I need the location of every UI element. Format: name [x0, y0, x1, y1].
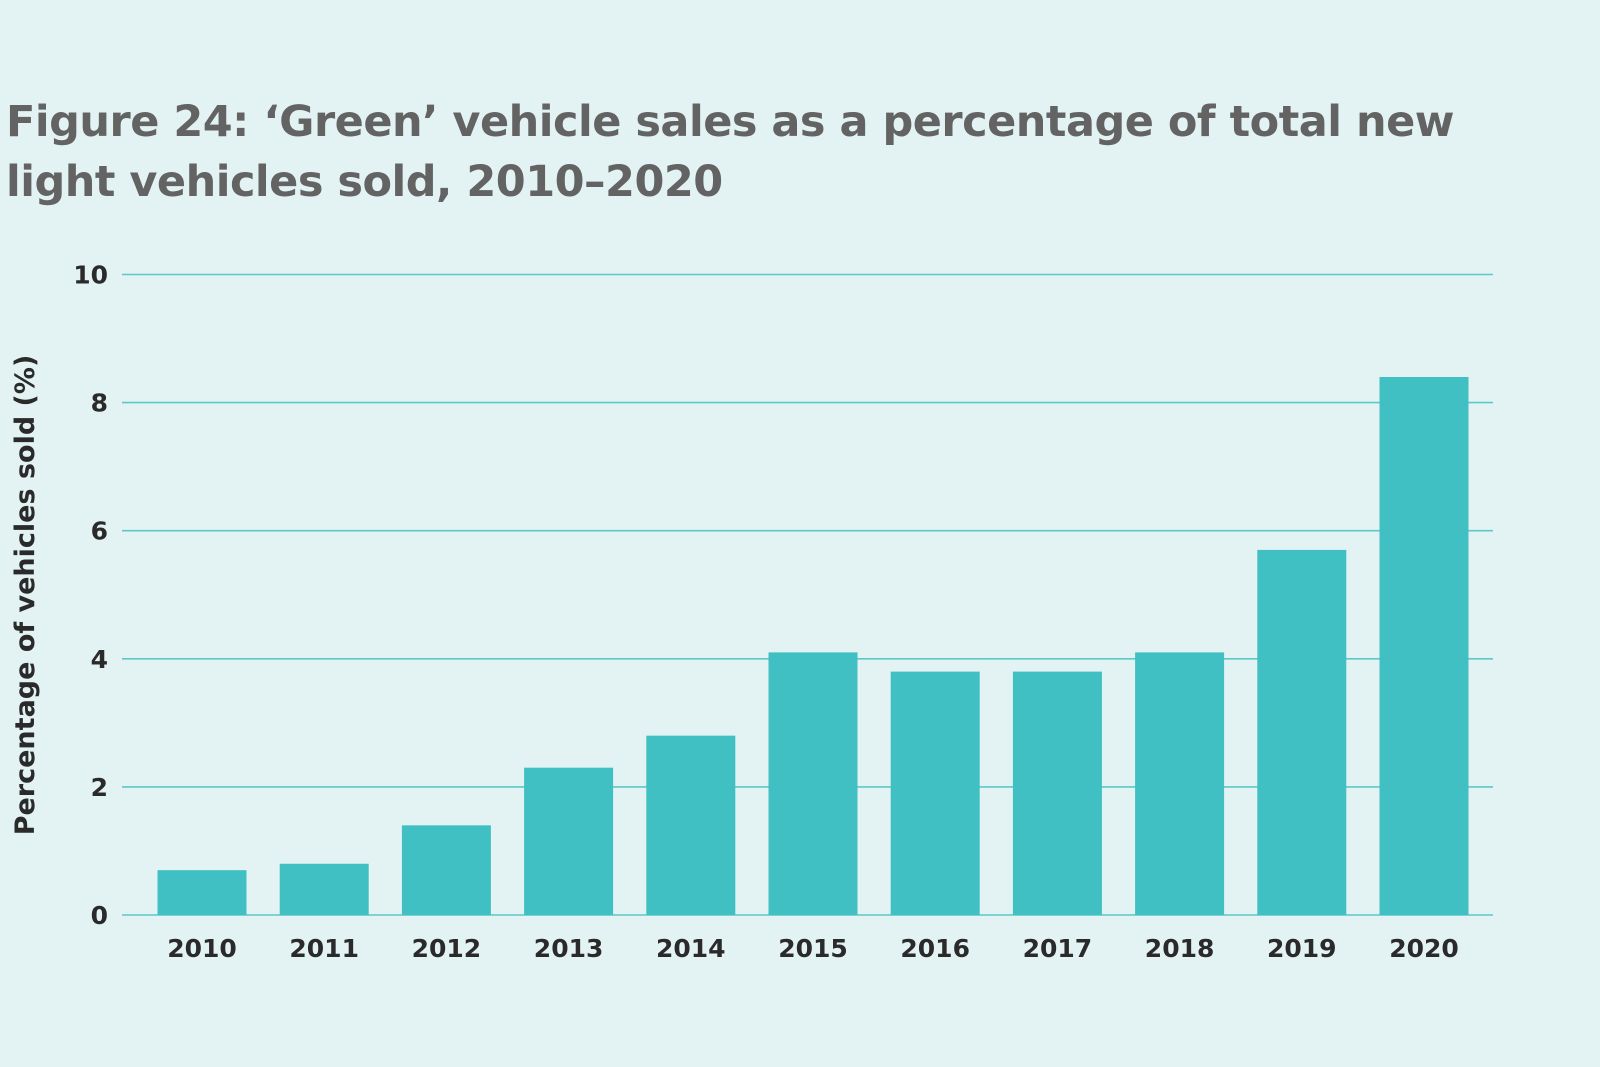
x-tick-label: 2017 — [1023, 934, 1093, 963]
bar-2017 — [1012, 671, 1102, 915]
y-tick-label: 10 — [73, 261, 108, 290]
y-axis-label: Percentage of vehicles sold (%) — [10, 355, 41, 836]
y-tick-label: 8 — [91, 389, 108, 418]
x-tick-label: 2011 — [289, 934, 359, 963]
x-tick-label: 2019 — [1267, 934, 1337, 963]
x-tick-label: 2020 — [1389, 934, 1459, 963]
bar-2018 — [1135, 652, 1225, 915]
bar-2012 — [401, 825, 491, 915]
bar-2010 — [157, 870, 247, 915]
x-tick-label: 2014 — [656, 934, 726, 963]
bar-2016 — [890, 671, 980, 915]
x-tick-label: 2018 — [1145, 934, 1215, 963]
bar-2015 — [768, 652, 858, 915]
x-tick-label: 2016 — [900, 934, 970, 963]
y-tick-label: 6 — [91, 517, 108, 546]
bar-2014 — [646, 735, 736, 915]
bar-2020 — [1379, 376, 1469, 916]
x-tick-label: 2010 — [167, 934, 237, 963]
x-tick-label: 2015 — [778, 934, 848, 963]
y-tick-label: 2 — [91, 773, 108, 802]
x-tick-label: 2013 — [534, 934, 604, 963]
bar-2011 — [279, 863, 369, 915]
bar-2019 — [1257, 549, 1347, 915]
y-tick-label: 4 — [91, 645, 108, 674]
chart-title: Figure 24: ‘Green’ vehicle sales as a pe… — [6, 97, 1454, 207]
y-tick-label: 0 — [91, 901, 108, 930]
bar-2013 — [524, 767, 614, 915]
x-tick-label: 2012 — [412, 934, 482, 963]
